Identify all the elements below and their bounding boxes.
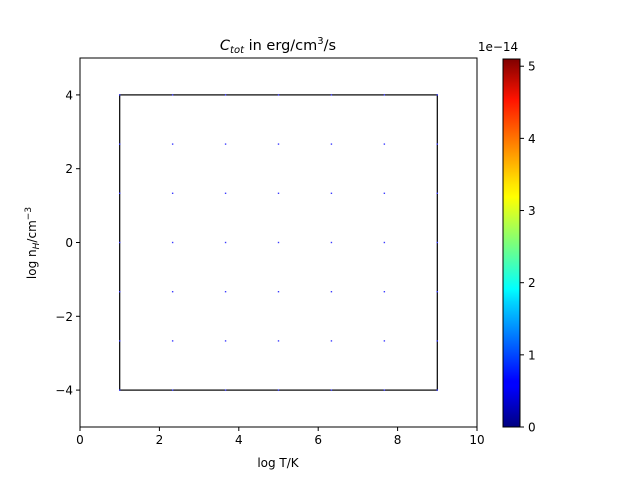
data-point	[224, 389, 227, 391]
y-tick-label: 0	[65, 236, 73, 250]
title-superscript: 3	[317, 36, 323, 47]
data-point	[436, 94, 438, 96]
data-point	[224, 340, 227, 342]
data-point	[436, 192, 438, 195]
data-point	[171, 192, 174, 195]
data-point	[436, 290, 438, 293]
data-point	[119, 389, 121, 391]
y-tick-label: −4	[55, 384, 73, 398]
data-point	[436, 389, 438, 391]
data-point	[171, 340, 174, 342]
x-tick-label: 8	[394, 433, 402, 447]
colorbar-tick-label: 0	[528, 421, 536, 435]
data-point	[119, 340, 121, 342]
data-point	[383, 143, 386, 145]
colorbar-tick-label: 2	[528, 276, 536, 290]
x-tick-label: 2	[156, 433, 164, 447]
data-point	[383, 241, 386, 244]
x-tick-label: 6	[314, 433, 322, 447]
data-point	[277, 143, 280, 145]
y-tick-label: −2	[55, 310, 73, 324]
title-middle: in erg/cm	[244, 38, 317, 54]
data-point	[277, 340, 280, 342]
colorbar-tick-label: 5	[528, 60, 536, 74]
chart-title: Ctot in erg/cm3/s	[220, 36, 336, 56]
x-tick-label: 10	[469, 433, 484, 447]
data-point	[171, 94, 174, 96]
data-point	[277, 241, 280, 244]
data-point	[436, 340, 438, 342]
ylabel-subscript: H	[32, 242, 42, 249]
data-point	[171, 389, 174, 391]
data-point	[119, 143, 121, 145]
data-point	[119, 192, 121, 195]
data-point	[224, 241, 227, 244]
data-point	[171, 241, 174, 244]
title-tail: /s	[324, 38, 336, 54]
data-point	[224, 290, 227, 293]
data-point	[436, 241, 438, 244]
title-main: C	[220, 38, 231, 54]
data-point	[383, 340, 386, 342]
data-point	[383, 290, 386, 293]
data-point	[383, 94, 386, 96]
data-point	[330, 192, 333, 195]
data-point	[330, 143, 333, 145]
data-point	[277, 192, 280, 195]
x-axis-label: log T/K	[257, 456, 299, 470]
colorbar-tick-label: 3	[528, 204, 536, 218]
data-point	[330, 290, 333, 293]
title-subscript: tot	[230, 45, 245, 56]
data-point	[330, 94, 333, 96]
colorbar: 1e−14 0 1 2 3 4 5	[478, 40, 536, 435]
data-point	[171, 143, 174, 145]
y-tick-label: 2	[65, 162, 73, 176]
y-tick-label: 4	[65, 88, 73, 102]
data-point	[330, 340, 333, 342]
data-point	[119, 241, 121, 244]
x-tick-label: 4	[235, 433, 243, 447]
x-tick-label: 0	[76, 433, 84, 447]
plot-area: 0 2 4 6 8 10 −4 −2 0 2 4	[55, 57, 485, 447]
data-point	[330, 241, 333, 244]
data-point	[224, 143, 227, 145]
data-point	[224, 94, 227, 96]
data-point	[277, 94, 280, 96]
y-axis-label: log nH/cm−3	[24, 207, 42, 279]
data-point	[171, 290, 174, 293]
data-point	[383, 389, 386, 391]
data-point	[436, 143, 438, 145]
data-point	[277, 389, 280, 391]
data-point	[119, 290, 121, 293]
ylabel-main: log n	[25, 249, 39, 279]
data-point	[224, 192, 227, 195]
data-point	[277, 290, 280, 293]
ylabel-superscript: −3	[24, 207, 34, 220]
colorbar-gradient	[502, 58, 521, 428]
colorbar-tick-label: 1	[528, 348, 536, 362]
data-point	[119, 94, 121, 96]
ylabel-middle: /cm	[25, 220, 39, 242]
colorbar-offset-label: 1e−14	[478, 40, 518, 54]
colorbar-tick-label: 4	[528, 132, 536, 146]
data-point	[383, 192, 386, 195]
data-point	[330, 389, 333, 391]
